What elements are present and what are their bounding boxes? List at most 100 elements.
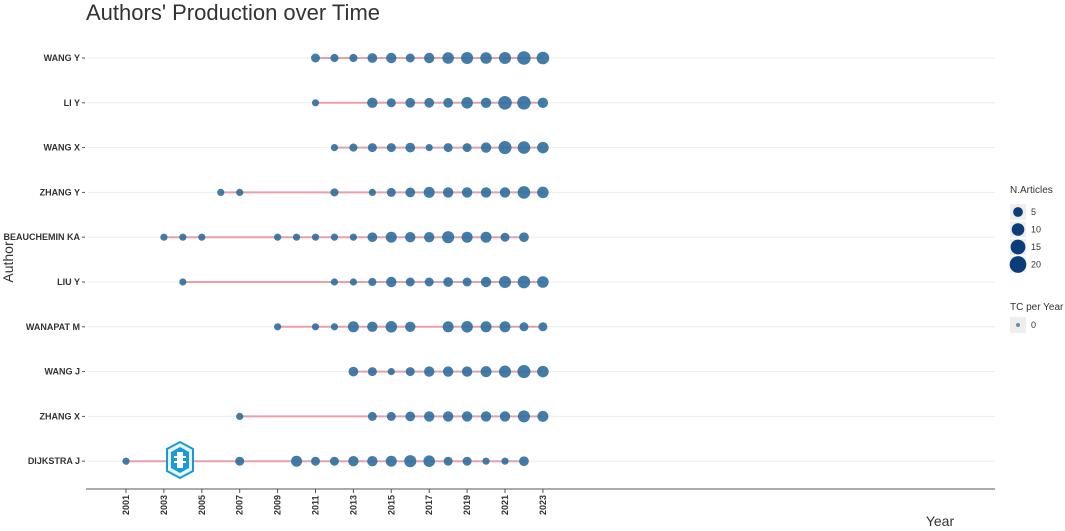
data-point <box>500 232 510 242</box>
legend-size-key <box>1011 223 1025 236</box>
data-point <box>442 231 455 244</box>
data-point <box>537 186 549 199</box>
data-point <box>385 455 397 467</box>
legend-size-label: 15 <box>1031 242 1041 252</box>
data-point <box>517 141 531 154</box>
x-tick-label: 2011 <box>311 495 321 515</box>
data-point <box>235 456 245 466</box>
data-point <box>198 233 206 241</box>
y-tick-labels: WANG Y LI Y WANG X ZHANG Y BEAUCHEMIN KA LIU … <box>4 53 85 466</box>
data-point <box>424 411 435 422</box>
data-point <box>462 456 472 466</box>
data-point <box>480 321 492 333</box>
data-point <box>330 233 339 241</box>
data-point <box>498 365 512 378</box>
segment-layer <box>126 57 543 463</box>
data-point <box>387 368 395 376</box>
x-tick-label: 2001 <box>121 495 131 515</box>
data-point <box>405 277 415 287</box>
data-point <box>517 410 530 423</box>
y-tick-label: ZHANG X <box>40 411 81 421</box>
data-point <box>480 52 492 64</box>
data-point <box>179 278 187 286</box>
data-point <box>538 322 548 332</box>
data-point <box>349 233 357 241</box>
data-point <box>405 411 416 422</box>
data-point <box>330 53 339 63</box>
data-point <box>367 97 378 109</box>
data-point <box>462 143 472 153</box>
data-point <box>499 411 511 422</box>
data-point <box>424 232 435 243</box>
y-axis-label: Author <box>0 241 16 283</box>
data-point <box>160 233 168 241</box>
y-tick-label: WANG J <box>44 367 80 377</box>
chart-title: Authors' Production over Time <box>86 0 380 25</box>
data-point <box>424 366 435 377</box>
data-point <box>367 456 378 467</box>
data-point <box>480 276 492 288</box>
data-point <box>537 141 549 154</box>
data-point <box>442 366 454 377</box>
x-tick-label: 2021 <box>500 495 510 515</box>
data-point <box>404 455 417 468</box>
data-point <box>501 457 509 465</box>
y-tick-label: LI Y <box>64 98 80 108</box>
data-point <box>347 321 359 333</box>
data-point <box>423 455 435 467</box>
legend-size-label: 10 <box>1031 225 1041 235</box>
data-point <box>311 323 320 331</box>
watermark-logo <box>166 440 194 480</box>
data-point <box>517 365 531 379</box>
data-point <box>537 97 549 109</box>
data-point <box>386 52 397 64</box>
data-point <box>461 231 473 243</box>
data-point <box>480 411 492 422</box>
x-tick-label: 2017 <box>424 495 434 515</box>
point-layer <box>122 51 550 468</box>
x-axis-label: Year <box>926 513 955 529</box>
data-point <box>330 144 339 152</box>
data-point <box>291 455 303 467</box>
data-point <box>480 142 492 153</box>
data-point <box>405 53 415 63</box>
y-tick-label: LIU Y <box>57 277 80 287</box>
data-point <box>386 187 396 197</box>
legend-color-title: TC per Year <box>1010 302 1064 313</box>
data-point <box>461 411 473 422</box>
data-point <box>405 97 416 108</box>
x-tick-label: 2023 <box>538 495 548 515</box>
data-point <box>386 98 396 108</box>
data-point <box>537 410 549 422</box>
x-tick-label: 2013 <box>348 495 358 515</box>
data-point <box>498 141 512 155</box>
data-point <box>368 188 376 196</box>
data-point <box>425 144 433 152</box>
data-point <box>443 97 454 108</box>
data-point <box>480 97 492 109</box>
data-point <box>311 233 320 241</box>
data-point <box>349 278 357 286</box>
data-point <box>480 231 492 243</box>
data-point <box>386 411 396 421</box>
x-tick-label: 2007 <box>235 495 245 515</box>
data-point <box>122 457 130 465</box>
data-point <box>367 143 377 153</box>
data-point <box>405 232 416 243</box>
data-point <box>405 187 416 198</box>
y-tick-label: WANAPAT M <box>26 322 80 332</box>
data-point <box>461 321 473 333</box>
legend-size-label: 5 <box>1031 207 1036 217</box>
data-point <box>311 456 320 466</box>
data-point <box>405 142 416 153</box>
data-point <box>537 276 549 288</box>
data-point <box>443 143 453 153</box>
grid-layer <box>88 57 995 462</box>
x-tick-label: 2019 <box>462 495 472 515</box>
data-point <box>442 52 454 64</box>
legend-size-key <box>1013 207 1023 217</box>
x-tick-labels: 2001 2003 2005 2007 2009 2011 2013 2015 2017 2019… <box>121 489 548 515</box>
data-point <box>517 96 531 110</box>
data-point <box>367 53 378 63</box>
